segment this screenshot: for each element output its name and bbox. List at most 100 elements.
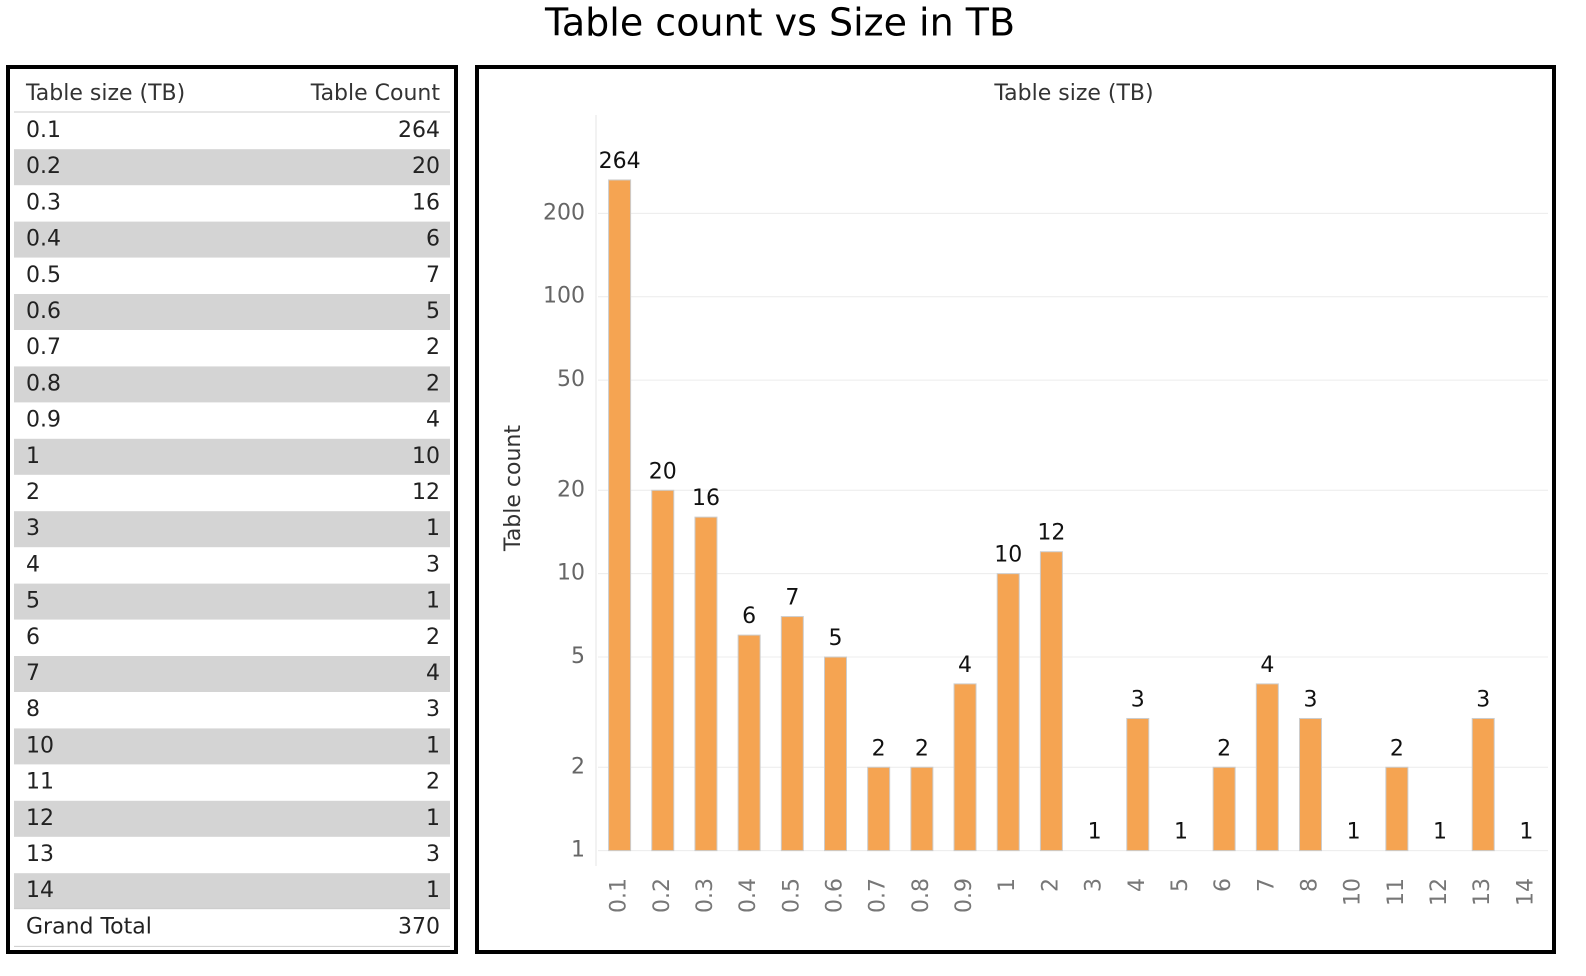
size-cell: 0.5	[26, 263, 61, 288]
x-tick-label: 10	[1341, 878, 1366, 906]
count-cell: 2	[426, 770, 440, 795]
x-tick-label: 2	[1038, 878, 1063, 892]
size-cell: 4	[26, 552, 40, 577]
x-tick-label: 7	[1254, 878, 1279, 892]
x-tick-label: 13	[1470, 878, 1495, 906]
y-axis-title: Table count	[501, 425, 526, 552]
x-tick-label: 0.6	[823, 878, 848, 913]
total-label: Grand Total	[26, 914, 152, 939]
size-cell: 7	[26, 661, 40, 686]
size-cell: 8	[26, 697, 40, 722]
y-tick-label: 200	[543, 200, 585, 225]
bar	[694, 516, 718, 852]
table-header: Table size (TB)	[25, 81, 185, 106]
bar	[1255, 683, 1279, 852]
x-tick-label: 0.1	[607, 878, 632, 913]
count-cell: 5	[426, 299, 440, 324]
x-tick-label: 6	[1211, 878, 1236, 892]
size-cell: 3	[26, 516, 40, 541]
x-tick-label: 5	[1168, 878, 1193, 892]
value-label: 2	[1390, 736, 1404, 761]
count-cell: 264	[398, 118, 440, 143]
bar	[996, 573, 1020, 852]
size-cell: 14	[26, 878, 54, 903]
value-label: 1	[1088, 820, 1102, 845]
count-cell: 16	[412, 190, 440, 215]
row-shade	[14, 366, 450, 403]
x-tick-label: 1	[995, 878, 1020, 892]
x-axis-header: Table size (TB)	[993, 81, 1153, 106]
value-label: 12	[1037, 521, 1065, 546]
x-tick-label: 12	[1427, 878, 1452, 906]
size-cell: 13	[26, 842, 54, 867]
y-tick-label: 20	[557, 477, 585, 502]
bar	[1212, 766, 1236, 852]
value-label: 3	[1131, 687, 1145, 712]
value-label: 1	[1433, 820, 1447, 845]
count-cell: 3	[426, 842, 440, 867]
bar	[651, 489, 675, 852]
count-cell: 10	[412, 444, 440, 469]
size-cell: 0.1	[26, 118, 61, 143]
x-tick-label: 11	[1384, 878, 1409, 906]
y-tick-label: 50	[557, 367, 585, 392]
count-cell: 6	[426, 227, 440, 252]
row-shade	[14, 873, 450, 910]
x-tick-label: 0.3	[693, 878, 718, 913]
size-cell: 11	[26, 770, 54, 795]
count-cell: 2	[426, 625, 440, 650]
count-cell: 1	[426, 806, 440, 831]
size-cell: 2	[26, 480, 40, 505]
bar	[910, 766, 934, 852]
count-cell: 2	[426, 371, 440, 396]
value-label: 3	[1476, 687, 1490, 712]
size-cell: 6	[26, 625, 40, 650]
count-cell: 20	[412, 154, 440, 179]
row-shade	[14, 656, 450, 692]
count-cell: 12	[412, 480, 440, 505]
bar	[1385, 766, 1409, 852]
value-label: 20	[649, 459, 677, 484]
y-tick-label: 2	[571, 754, 585, 779]
x-tick-label: 0.9	[952, 878, 977, 913]
value-label: 2	[915, 736, 929, 761]
value-label: 2	[1217, 736, 1231, 761]
bar	[1126, 717, 1150, 852]
count-cell: 7	[426, 263, 440, 288]
size-cell: 0.8	[26, 371, 61, 396]
x-tick-label: 0.7	[866, 878, 891, 913]
value-label: 1	[1519, 820, 1533, 845]
value-label: 1	[1347, 820, 1361, 845]
bar	[867, 766, 891, 852]
x-tick-label: 0.4	[736, 878, 761, 913]
bar	[953, 683, 977, 852]
count-cell: 1	[426, 516, 440, 541]
y-tick-label: 10	[557, 561, 585, 586]
row-shade	[14, 221, 450, 258]
x-tick-label: 4	[1125, 878, 1150, 892]
value-label: 10	[994, 543, 1022, 568]
dashboard-title: Table count vs Size in TB	[544, 1, 1015, 45]
value-label: 16	[692, 486, 720, 511]
count-cell: 3	[426, 697, 440, 722]
x-tick-label: 0.8	[909, 878, 934, 913]
size-cell: 0.3	[26, 190, 61, 215]
count-cell: 4	[426, 661, 440, 686]
total-value: 370	[398, 914, 440, 939]
x-tick-label: 14	[1513, 878, 1538, 906]
row-shade	[14, 294, 450, 330]
size-cell: 0.7	[26, 335, 61, 360]
value-label: 2	[872, 736, 886, 761]
row-shade	[14, 800, 450, 837]
y-tick-label: 1	[571, 838, 585, 863]
value-label: 1	[1174, 820, 1188, 845]
row-shade	[14, 728, 450, 765]
bar	[608, 179, 632, 852]
row-shade	[14, 583, 450, 620]
value-label: 264	[599, 149, 641, 174]
bar	[1299, 717, 1322, 852]
value-label: 4	[958, 653, 972, 678]
bar	[1039, 551, 1063, 852]
y-tick-label: 100	[543, 284, 585, 309]
